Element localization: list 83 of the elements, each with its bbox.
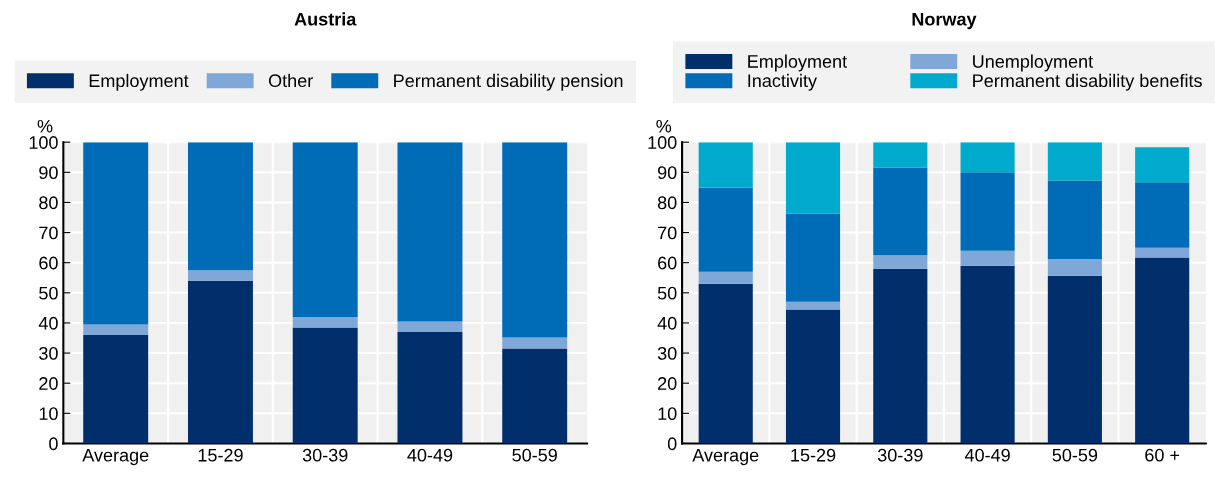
bar bbox=[960, 142, 1015, 173]
bar bbox=[873, 268, 928, 444]
bar bbox=[1135, 147, 1190, 183]
bar bbox=[502, 142, 568, 338]
y-tick-label: 60 bbox=[39, 256, 58, 270]
y-tick-label: 80 bbox=[39, 196, 58, 210]
bar bbox=[187, 270, 253, 281]
y-tick-label: 30 bbox=[39, 347, 58, 360]
bar bbox=[698, 283, 753, 444]
y-tick-label: 60 bbox=[658, 256, 677, 270]
y-tick-label: 50 bbox=[657, 286, 677, 300]
legend-label: Employment bbox=[89, 73, 189, 91]
bar bbox=[785, 301, 841, 310]
y-tick-label: 40 bbox=[38, 316, 58, 330]
bar bbox=[1135, 247, 1190, 258]
y-tick-label: 20 bbox=[658, 377, 677, 390]
bar bbox=[785, 142, 841, 214]
bar bbox=[873, 142, 928, 168]
bar bbox=[502, 348, 568, 444]
x-tick-label: Average bbox=[82, 448, 149, 466]
bar bbox=[397, 331, 463, 444]
x-tick-label: 40-49 bbox=[964, 448, 1010, 462]
bar bbox=[698, 271, 753, 284]
chart-title: Norway bbox=[912, 12, 977, 30]
x-tick-label: 15-29 bbox=[198, 448, 243, 462]
y-tick-label: 40 bbox=[657, 316, 677, 330]
bar bbox=[873, 167, 928, 256]
x-tick-label: 15-29 bbox=[791, 448, 836, 462]
bar bbox=[292, 316, 358, 328]
bar bbox=[960, 265, 1015, 444]
y-tick-label: 10 bbox=[39, 407, 58, 421]
y-tick-label: 90 bbox=[39, 166, 58, 180]
bar bbox=[1047, 259, 1102, 276]
legend-label: Inactivity bbox=[748, 73, 817, 91]
y-tick-label: 100 bbox=[29, 136, 58, 149]
bar bbox=[187, 280, 253, 444]
y-tick-label: 30 bbox=[657, 347, 677, 360]
y-tick-label: 20 bbox=[39, 377, 58, 390]
legend-label: Other bbox=[268, 73, 313, 88]
bar bbox=[1135, 182, 1190, 248]
legend-label: Permanent disability benefits bbox=[973, 73, 1202, 91]
x-tick-label: Average bbox=[692, 448, 759, 466]
y-tick-label: 50 bbox=[39, 286, 58, 300]
y-tick-label: 10 bbox=[658, 407, 677, 421]
legend-label: Employment bbox=[748, 54, 847, 72]
x-tick-label: 50-59 bbox=[1052, 448, 1098, 462]
legend-label: Unemployment bbox=[973, 54, 1093, 72]
bar bbox=[1047, 142, 1102, 181]
x-tick-label: 50-59 bbox=[512, 448, 557, 462]
bar bbox=[1047, 180, 1102, 260]
bar bbox=[960, 172, 1015, 251]
bar bbox=[83, 142, 149, 325]
y-tick-label: 0 bbox=[49, 437, 58, 451]
bar bbox=[960, 250, 1015, 266]
y-tick-label: 100 bbox=[648, 136, 677, 149]
chart-title: Austria bbox=[294, 12, 357, 26]
bar bbox=[873, 255, 928, 269]
y-axis-title: % bbox=[37, 119, 53, 133]
y-tick-label: 70 bbox=[39, 226, 58, 240]
x-tick-label: 40-49 bbox=[407, 448, 453, 462]
bar bbox=[292, 327, 358, 444]
legend-label: Permanent disability pension bbox=[394, 73, 623, 91]
bar bbox=[83, 324, 149, 335]
bar bbox=[187, 142, 253, 271]
bar bbox=[1135, 257, 1190, 444]
bar bbox=[698, 187, 753, 272]
bar bbox=[785, 309, 841, 444]
y-axis-title: % bbox=[656, 119, 672, 133]
bar bbox=[1047, 275, 1102, 444]
x-tick-label: 30-39 bbox=[877, 448, 923, 462]
bar bbox=[785, 213, 841, 302]
bar bbox=[292, 142, 358, 317]
bar bbox=[83, 334, 149, 444]
bar bbox=[698, 142, 753, 188]
x-tick-label: 60 + bbox=[1145, 448, 1180, 462]
bar bbox=[502, 337, 568, 349]
y-tick-label: 0 bbox=[667, 437, 677, 451]
y-tick-label: 90 bbox=[657, 166, 677, 180]
y-tick-label: 70 bbox=[658, 226, 677, 240]
y-tick-label: 80 bbox=[657, 196, 677, 210]
bar bbox=[397, 321, 463, 332]
bar bbox=[397, 142, 463, 322]
x-tick-label: 30-39 bbox=[302, 448, 348, 462]
